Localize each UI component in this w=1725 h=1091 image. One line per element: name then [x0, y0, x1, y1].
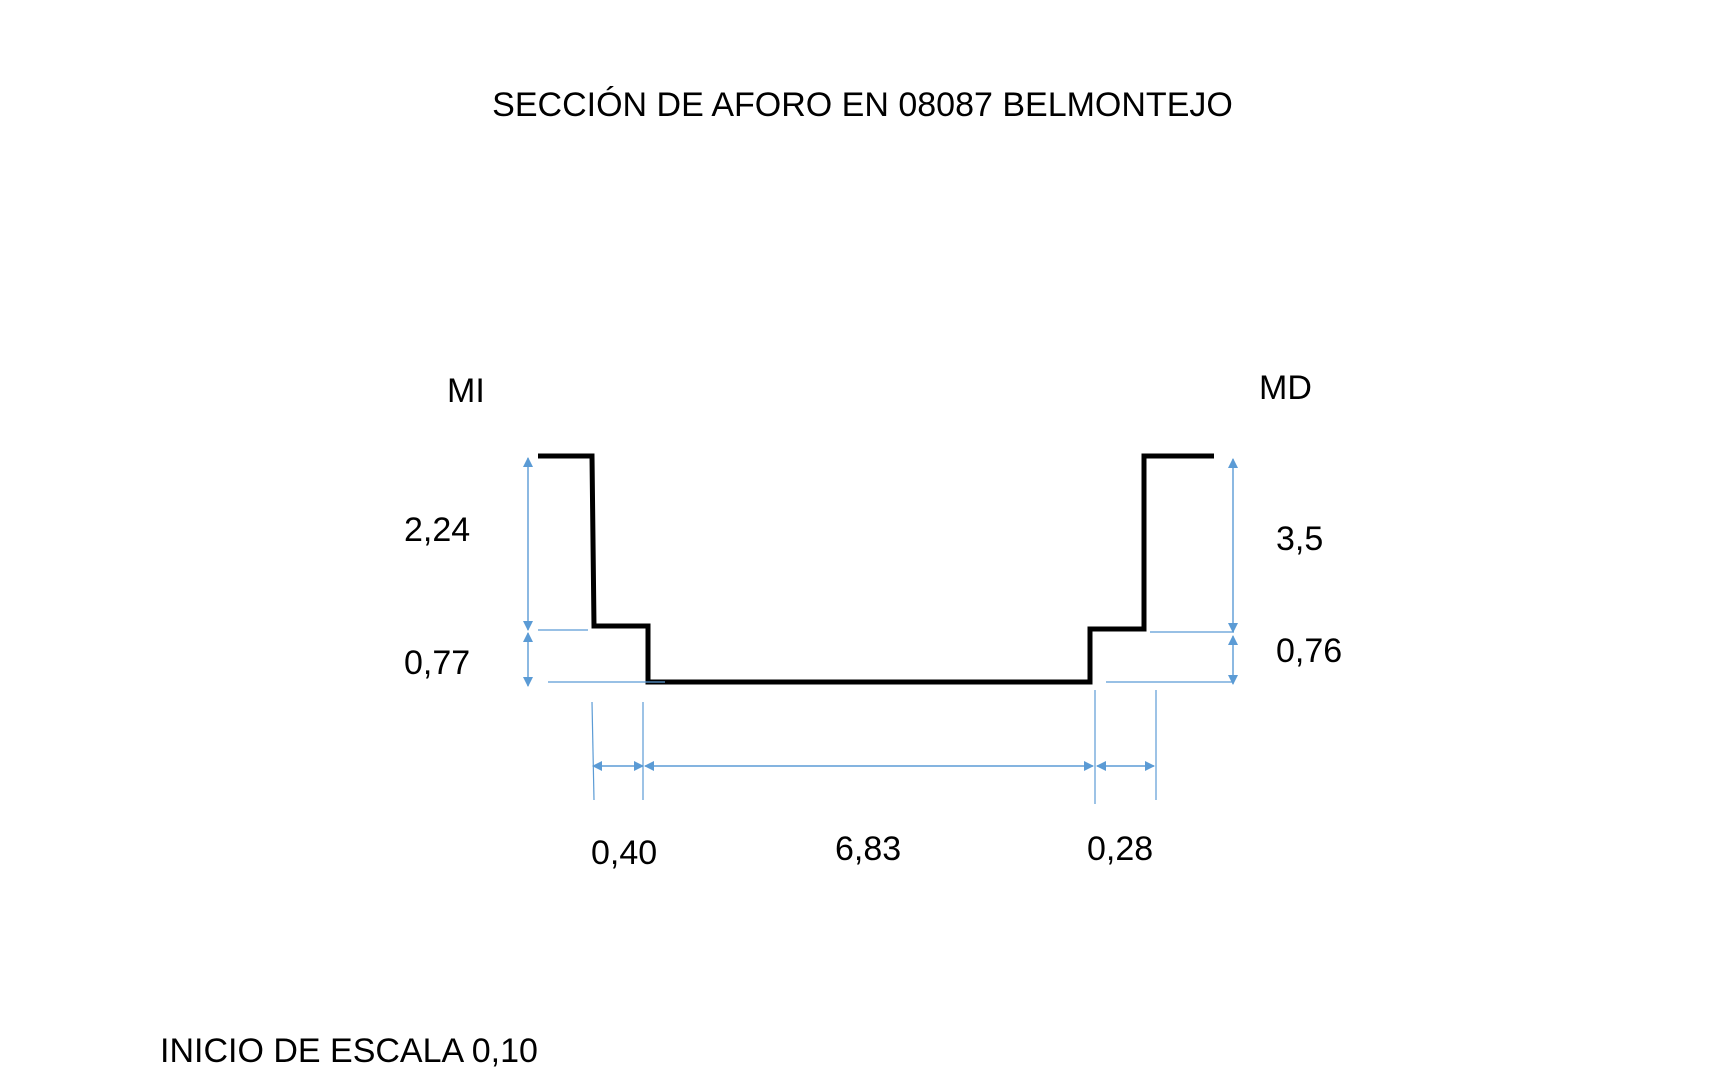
right-bank-label: MD: [1259, 369, 1312, 407]
channel-profile: [538, 453, 1214, 685]
scale-start-note: INICIO DE ESCALA 0,10: [160, 1032, 538, 1070]
left-bank-label: MI: [447, 372, 485, 410]
dimension-label-right-upper-height: 3,5: [1276, 520, 1324, 558]
diagram-title: SECCIÓN DE AFORO EN 08087 BELMONTEJO: [492, 86, 1233, 124]
dimension-label-left-step-width: 0,40: [591, 834, 658, 872]
dimension-label-right-step-width: 0,28: [1087, 830, 1154, 868]
dimension-label-left-lower-height: 0,77: [404, 644, 471, 682]
dimension-label-right-lower-height: 0,76: [1276, 632, 1343, 670]
extension-line-x1: [591, 701, 595, 801]
dimension-label-bottom-width: 6,83: [835, 830, 902, 868]
dimension-label-left-upper-height: 2,24: [404, 511, 471, 549]
